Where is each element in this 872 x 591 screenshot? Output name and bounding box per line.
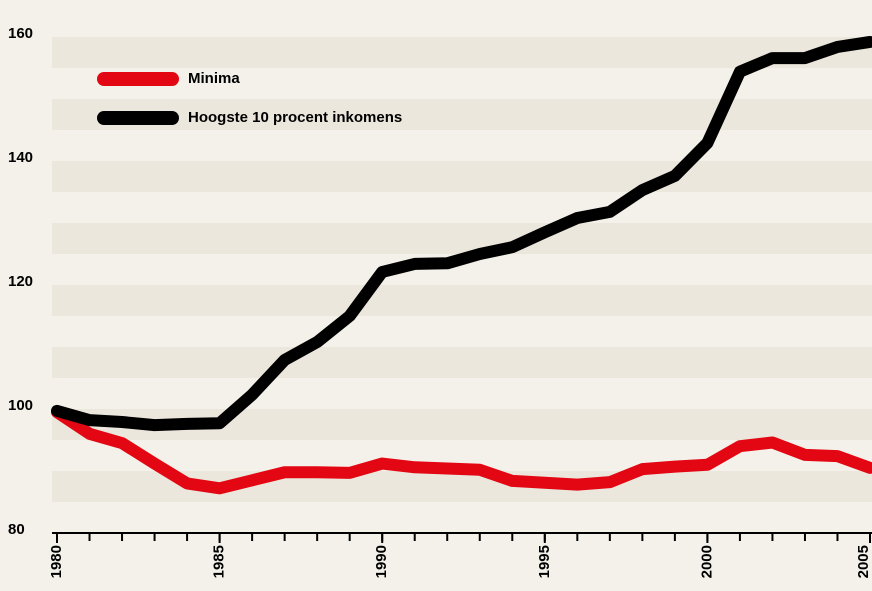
legend-label: Hoogste 10 procent inkomens <box>188 109 402 126</box>
y-tick-label: 140 <box>8 149 33 166</box>
x-tick-label: 2005 <box>855 545 872 578</box>
band <box>52 161 872 192</box>
y-tick-label: 100 <box>8 397 33 414</box>
plot-background <box>52 10 872 533</box>
x-tick-label: 2000 <box>698 545 715 578</box>
line-series <box>51 406 872 495</box>
x-tick-label: 1980 <box>48 545 65 578</box>
line-series <box>51 35 872 432</box>
band <box>52 223 872 254</box>
y-tick-label: 120 <box>8 273 33 290</box>
y-tick-label: 80 <box>8 521 25 538</box>
x-tick-label: 1985 <box>211 545 228 578</box>
x-tick-label: 1990 <box>373 545 390 578</box>
band <box>52 285 872 316</box>
y-tick-label: 160 <box>8 25 33 42</box>
band <box>52 347 872 378</box>
band <box>52 37 872 68</box>
band <box>52 99 872 130</box>
x-tick-label: 1995 <box>536 545 553 578</box>
legend-label: Minima <box>188 70 240 87</box>
